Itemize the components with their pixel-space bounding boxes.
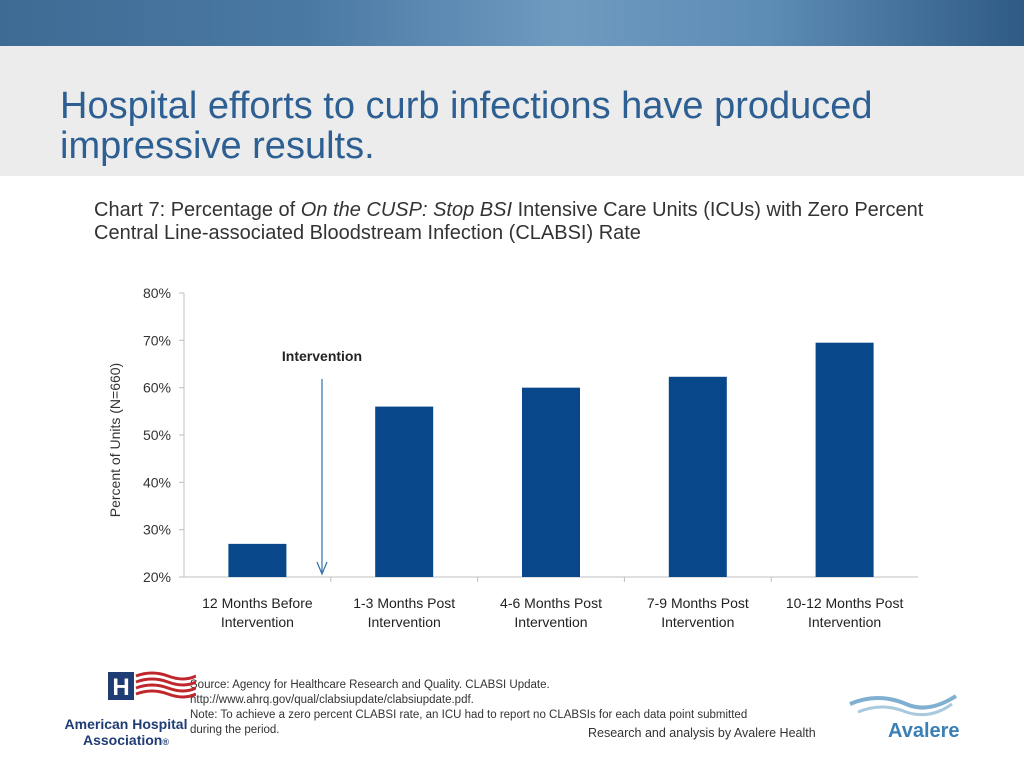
y-tick-label: 30%	[143, 522, 171, 538]
bar	[815, 342, 874, 577]
x-tick-label: 4-6 Months Post	[500, 595, 602, 611]
x-tick-label: Intervention	[368, 614, 441, 630]
aha-name-line2: Association®	[83, 732, 169, 748]
intervention-label: Intervention	[282, 348, 362, 364]
avalere-logo: Avalere	[848, 690, 960, 742]
aha-name-line1: American Hospital	[64, 716, 188, 732]
note-line: Note: To achieve a zero percent CLABSI r…	[190, 709, 748, 721]
bar	[375, 406, 434, 577]
x-tick-label: Intervention	[808, 614, 881, 630]
aha-name: American Hospital Association®	[56, 716, 196, 750]
bar	[228, 543, 287, 577]
y-tick-label: 20%	[143, 569, 171, 585]
x-tick-label: Intervention	[514, 614, 587, 630]
analysis-credit: Research and analysis by Avalere Health	[588, 726, 816, 740]
bar-chart: 20% 30% 40% 50% 60% 70% 80% Percent of Units (N…	[107, 285, 918, 630]
avalere-wave-icon	[849, 694, 958, 717]
x-tick-label: 12 Months Before	[202, 595, 313, 611]
y-tick-label: 80%	[143, 285, 171, 301]
bar	[522, 387, 580, 577]
bar	[668, 376, 727, 577]
x-tick-label: 1-3 Months Post	[353, 595, 455, 611]
aha-logo: H American Hospital Association®	[56, 668, 197, 748]
y-tick-label: 50%	[143, 427, 171, 443]
y-axis-title: Percent of Units (N=660)	[107, 363, 123, 517]
aha-flag-icon: H	[108, 671, 197, 701]
subtitle-post: Intensive Care Units (ICUs) with Zero Pe…	[94, 199, 924, 244]
source-note: Source: Agency for Healthcare Research a…	[190, 678, 830, 738]
source-url: http://www.ahrq.gov/qual/clabsiupdate/cl…	[190, 694, 474, 706]
subtitle-pre: Chart 7: Percentage of	[94, 199, 301, 221]
title-band	[0, 46, 1024, 176]
y-tick-label: 70%	[143, 332, 171, 348]
subtitle-italic: On the CUSP: Stop BSI	[300, 199, 513, 221]
svg-text:H: H	[112, 674, 129, 701]
header-band	[0, 0, 1024, 46]
avalere-name: Avalere	[888, 720, 960, 742]
note-line-continued: during the period.	[190, 724, 280, 736]
x-tick-label: Intervention	[221, 614, 294, 630]
intervention-arrow-head	[316, 561, 328, 576]
x-tick-label: 7-9 Months Post	[647, 595, 749, 611]
x-tick-label: Intervention	[661, 614, 734, 630]
x-tick-label: 10-12 Months Post	[786, 595, 904, 611]
source-line: Source: Agency for Healthcare Research a…	[190, 679, 550, 691]
slide-title: Hospital efforts to curb infections have…	[60, 85, 873, 167]
chart-subtitle: Chart 7: Percentage of On the CUSP: Stop…	[94, 199, 974, 245]
y-tick-label: 60%	[143, 380, 171, 396]
y-tick-label: 40%	[143, 474, 171, 490]
